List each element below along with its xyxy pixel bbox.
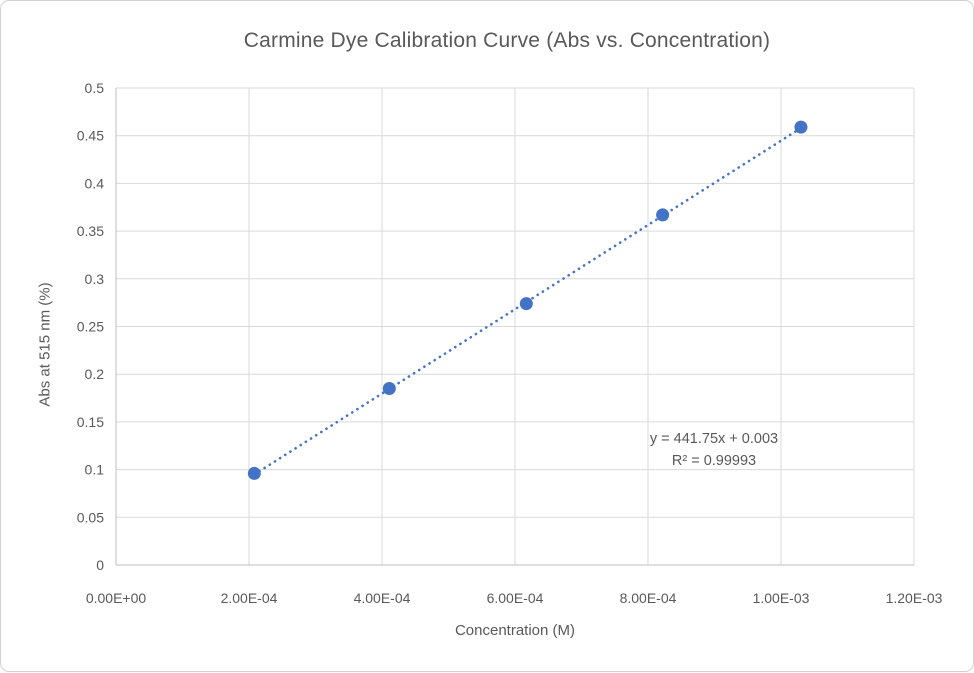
y-tick-label: 0.1 bbox=[85, 462, 105, 478]
y-tick-label: 0.5 bbox=[85, 80, 105, 96]
y-tick-label: 0.45 bbox=[77, 128, 104, 144]
x-tick-label: 8.00E-04 bbox=[620, 590, 677, 606]
x-axis-title: Concentration (M) bbox=[454, 622, 576, 639]
data-point-marker bbox=[247, 466, 261, 480]
x-tick-label: 0.00E+00 bbox=[86, 590, 147, 606]
y-tick-label: 0.35 bbox=[77, 223, 104, 239]
data-point-marker bbox=[519, 297, 533, 311]
data-point-marker bbox=[656, 208, 670, 222]
chart-title: Carmine Dye Calibration Curve (Abs vs. C… bbox=[243, 29, 771, 52]
x-tick-label: 1.20E-03 bbox=[886, 590, 943, 606]
y-axis-title: Abs at 515 nm (%) bbox=[36, 282, 54, 407]
y-tick-label: 0.2 bbox=[85, 366, 105, 382]
trendline-r-squared: R² = 0.99993 bbox=[671, 453, 757, 469]
y-tick-label: 0.15 bbox=[77, 414, 104, 430]
x-tick-label: 6.00E-04 bbox=[487, 590, 544, 606]
y-tick-label: 0.05 bbox=[77, 509, 104, 525]
data-point-marker bbox=[794, 120, 808, 134]
trendline-label: y = 441.75x + 0.003 R² = 0.99993 bbox=[614, 428, 814, 472]
x-tick-label: 2.00E-04 bbox=[221, 590, 278, 606]
data-point-marker bbox=[382, 382, 396, 396]
y-tick-label: 0 bbox=[96, 557, 104, 573]
x-tick-label: 1.00E-03 bbox=[753, 590, 810, 606]
y-tick-label: 0.4 bbox=[85, 175, 105, 191]
trendline-equation: y = 441.75x + 0.003 bbox=[649, 431, 779, 447]
x-tick-label: 4.00E-04 bbox=[354, 590, 411, 606]
y-tick-label: 0.3 bbox=[85, 271, 105, 287]
y-tick-label: 0.25 bbox=[77, 319, 104, 335]
